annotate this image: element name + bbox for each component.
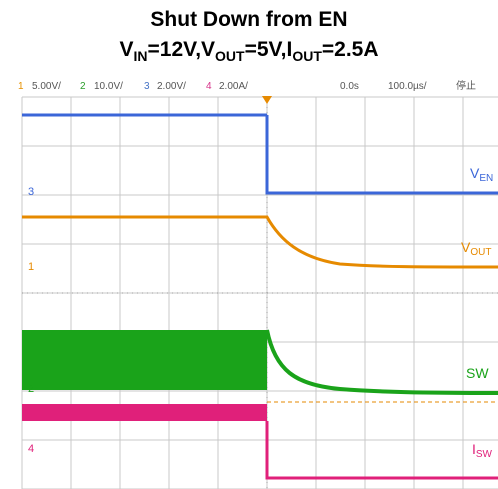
- timebase: 100.0µs/: [388, 81, 427, 92]
- label: VOUT: [461, 239, 491, 258]
- label: ISW: [472, 441, 493, 460]
- ch-scale: 2.00A/: [219, 81, 248, 92]
- channel-marker: 1: [28, 261, 34, 273]
- subtitle-sub: IN: [134, 48, 148, 64]
- ch-scale: 5.00V/: [32, 81, 61, 92]
- label: VEN: [470, 165, 493, 184]
- subtitle-part: V: [119, 38, 133, 61]
- ch-num: 1: [18, 81, 24, 92]
- trace-isw: [22, 404, 267, 421]
- label-main: SW: [466, 365, 489, 381]
- ch-scale: 2.00V/: [157, 81, 186, 92]
- title: Shut Down from EN: [150, 8, 347, 31]
- status-bar: 1 5.00V/ 2 10.0V/ 3 2.00V/ 4 2.00A/ 0.0s…: [18, 79, 476, 92]
- channel-marker: 3: [28, 186, 34, 198]
- label: SW: [466, 365, 489, 381]
- ch-num: 3: [144, 81, 150, 92]
- channel-marker: 2: [28, 383, 34, 395]
- ch-scale: 10.0V/: [94, 81, 123, 92]
- subtitle-sub: OUT: [292, 48, 322, 64]
- run-state: 停止: [456, 79, 476, 92]
- ch-num: 4: [206, 81, 212, 92]
- channel-marker: 4: [28, 443, 34, 455]
- label-sub: SW: [476, 449, 493, 460]
- waveforms: [22, 96, 498, 478]
- label-sub: OUT: [470, 247, 491, 258]
- graticule: [22, 97, 498, 489]
- subtitle-part: =2.5A: [322, 38, 379, 61]
- subtitle-part: =12V,V: [148, 38, 216, 61]
- subtitle: VIN=12V,VOUT=5V,IOUT=2.5A: [119, 38, 378, 64]
- ch-num: 2: [80, 81, 86, 92]
- trace-out: [22, 217, 498, 267]
- scope-screenshot: Shut Down from EN VIN=12V,VOUT=5V,IOUT=2…: [0, 0, 498, 489]
- delay: 0.0s: [340, 81, 359, 92]
- subtitle-part: =5V,I: [245, 38, 293, 61]
- trace-sw: [22, 330, 267, 390]
- trigger-marker: [262, 96, 272, 104]
- subtitle-sub: OUT: [215, 48, 245, 64]
- label-sub: EN: [479, 173, 493, 184]
